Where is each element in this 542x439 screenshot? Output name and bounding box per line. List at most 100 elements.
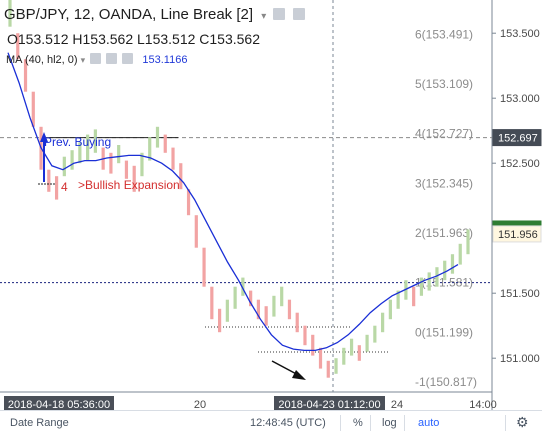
line-break-brick <box>70 150 74 170</box>
line-break-brick <box>233 286 237 309</box>
ma-label: MA (40, hl2, 0) <box>6 54 78 66</box>
auto-toggle[interactable]: auto <box>418 417 440 429</box>
line-break-brick <box>241 277 245 296</box>
visibility-toggle-icon[interactable] <box>90 53 102 64</box>
line-break-brick <box>303 325 307 346</box>
line-break-brick <box>62 156 66 177</box>
price-tag <box>492 225 542 243</box>
close-icon[interactable] <box>122 53 134 64</box>
line-break-brick <box>272 295 276 317</box>
time-tick-label: 20 <box>194 399 206 411</box>
divider <box>340 415 341 431</box>
wave-4-marker: 4 <box>61 180 68 194</box>
price-tick-label: 153.000 <box>500 93 540 105</box>
settings-icon[interactable] <box>106 53 118 64</box>
percent-toggle[interactable]: % <box>353 417 363 429</box>
line-break-brick <box>419 277 424 296</box>
line-break-brick <box>357 345 361 361</box>
clock-display[interactable]: 12:48:45 (UTC) <box>250 417 326 429</box>
line-break-brick <box>225 299 229 322</box>
line-break-brick <box>466 229 470 255</box>
line-break-brick <box>295 312 299 333</box>
chevron-down-icon[interactable]: ▾ <box>80 55 86 65</box>
legend-title-text: GBP/JPY, 12, OANDA, Line Break [2] <box>4 6 254 23</box>
fib-level-label: 6(153.491) <box>415 27 473 41</box>
line-break-brick <box>109 152 113 174</box>
line-break-brick <box>179 163 183 190</box>
line-break-brick <box>443 260 447 281</box>
line-break-brick <box>427 272 431 291</box>
line-break-brick <box>202 247 206 287</box>
visibility-toggle-icon[interactable] <box>273 8 286 20</box>
price-tick-label: 151.500 <box>500 288 540 300</box>
line-break-brick <box>388 299 392 320</box>
settings-icon[interactable] <box>292 8 305 20</box>
line-break-brick <box>86 134 90 161</box>
divider <box>505 415 506 431</box>
time-tick-label: 14:00 <box>469 399 497 411</box>
line-break-brick <box>23 59 28 92</box>
time-label-highlight <box>274 396 385 411</box>
ma-line <box>7 52 459 352</box>
price-tick-label: 151.000 <box>500 353 540 365</box>
line-break-brick <box>311 334 315 356</box>
bottom-toolbar: Date Range 12:48:45 (UTC) % log auto ⚙ <box>0 410 542 435</box>
line-break-brick <box>194 215 198 248</box>
price-tag-label: 151.956 <box>498 229 538 241</box>
fib-level-label: 3(152.345) <box>415 176 473 190</box>
price-tick-label: 153.500 <box>500 28 540 40</box>
legend-title: GBP/JPY, 12, OANDA, Line Break [2] ▾ <box>4 6 305 23</box>
date-range-button[interactable]: Date Range <box>10 417 69 429</box>
line-break-brick <box>31 91 35 127</box>
ma-legend: MA (40, hl2, 0) ▾ 153.1166 <box>6 53 187 66</box>
line-break-brick <box>342 347 346 365</box>
settings-icon[interactable]: ⚙ <box>516 414 529 430</box>
line-break-brick <box>458 243 462 265</box>
line-break-brick <box>163 134 167 153</box>
line-break-brick <box>210 286 214 320</box>
line-break-brick <box>396 290 400 309</box>
line-break-brick <box>186 189 191 216</box>
line-break-brick <box>381 312 385 333</box>
line-break-brick <box>412 286 416 307</box>
fib-level-label: 2(151.963) <box>415 226 473 240</box>
line-break-brick <box>171 147 175 170</box>
prev-buying-annotation: Prev. Buying <box>44 135 111 149</box>
line-break-brick <box>217 308 222 333</box>
divider <box>370 415 371 431</box>
down-arrow-icon <box>292 370 306 380</box>
fib-level-label: 5(153.109) <box>415 77 473 91</box>
line-break-brick <box>117 145 121 164</box>
price-tag <box>492 129 542 147</box>
bullish-expansion-annotation: >Bullish Expansion <box>78 178 180 192</box>
price-tag-label: 152.697 <box>498 133 538 145</box>
price-tick-label: 152.500 <box>500 158 540 170</box>
line-break-brick <box>8 0 12 27</box>
divider <box>404 415 405 431</box>
line-break-brick <box>373 325 377 343</box>
fib-level-label: 4(152.727) <box>415 127 473 141</box>
ohlc-values: O153.512 H153.562 L153.512 C153.562 <box>7 31 260 47</box>
fib-level-label: -1(150.817) <box>415 375 477 389</box>
line-break-brick <box>334 358 338 374</box>
time-highlight-label: 2018-04-23 01:12:00 <box>278 399 380 411</box>
line-break-brick <box>47 169 51 192</box>
line-break-brick <box>155 126 160 148</box>
line-break-brick <box>450 254 455 274</box>
log-toggle[interactable]: log <box>382 417 397 429</box>
line-break-brick <box>264 306 268 326</box>
line-break-brick <box>365 334 369 352</box>
chevron-down-icon[interactable]: ▾ <box>261 11 267 22</box>
time-tick-label: 24 <box>391 399 403 411</box>
line-break-brick <box>287 299 292 320</box>
line-break-brick <box>132 165 136 192</box>
line-break-brick <box>326 360 330 378</box>
ma-value: 153.1166 <box>142 54 188 66</box>
line-break-brick <box>249 290 253 307</box>
line-break-brick <box>16 33 20 60</box>
line-break-brick <box>93 129 97 153</box>
fib-level-label: 0(151.199) <box>415 325 473 339</box>
time-highlight-label: 2018-04-18 05:36:00 <box>8 399 110 411</box>
